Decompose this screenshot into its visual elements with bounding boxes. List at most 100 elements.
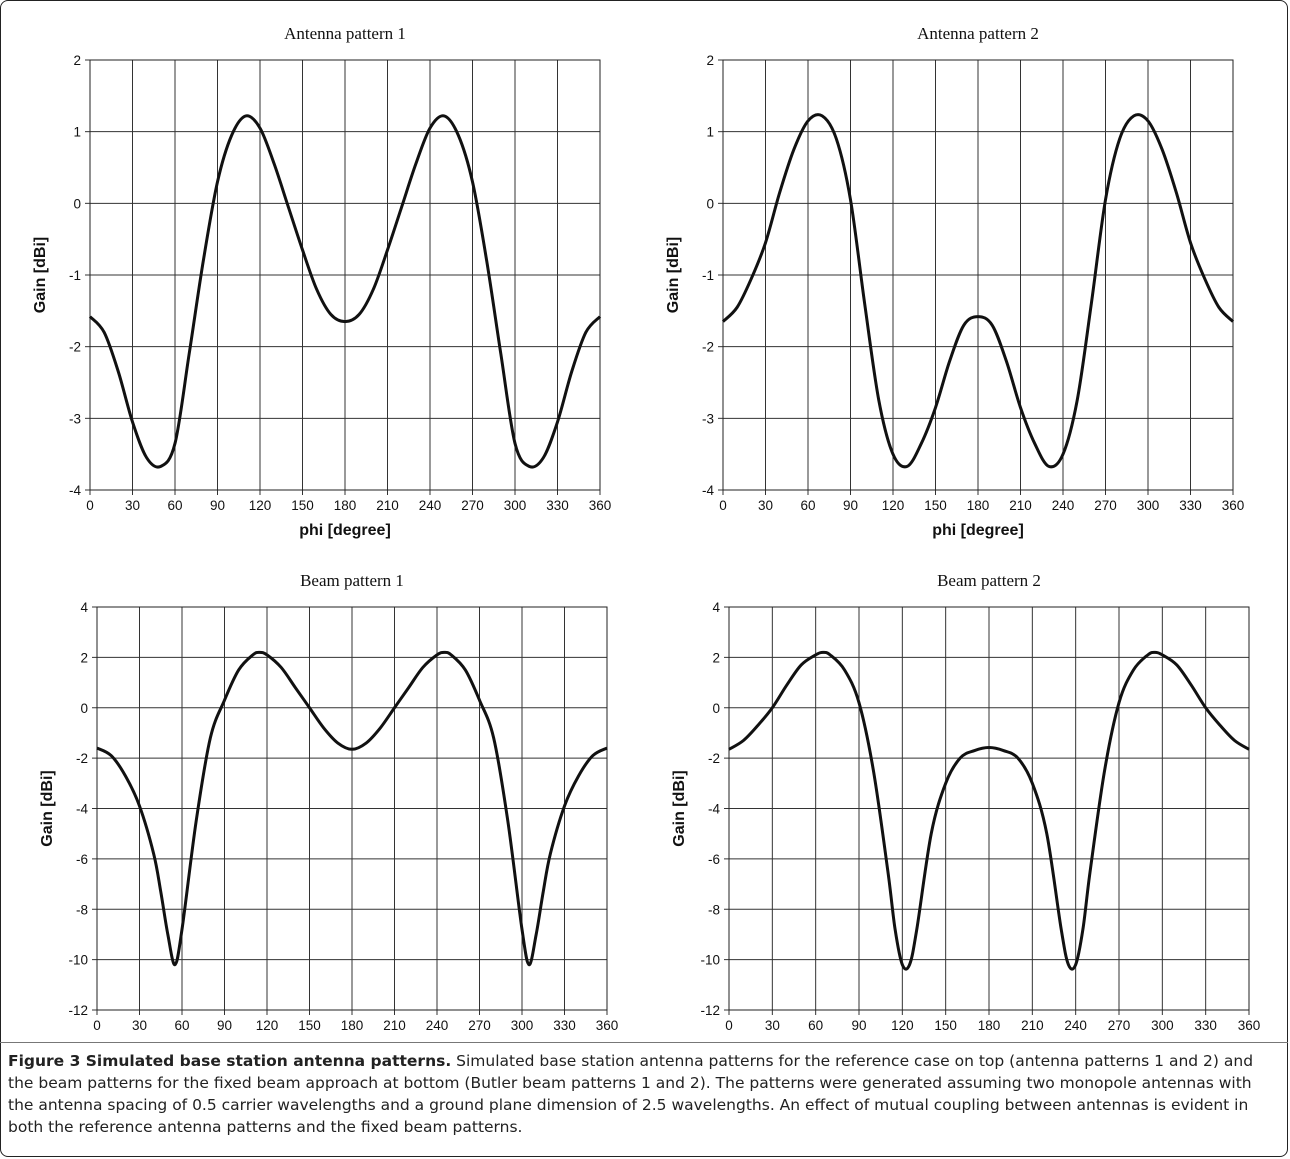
x-tick-label: 0 xyxy=(719,498,727,513)
y-tick-label: -2 xyxy=(708,751,720,766)
x-tick-label: 240 xyxy=(419,498,442,513)
x-tick-label: 330 xyxy=(546,498,569,513)
y-axis-label: Gain [dBi] xyxy=(671,770,688,846)
x-tick-label: 210 xyxy=(1009,498,1032,513)
y-tick-label: -6 xyxy=(76,852,88,867)
x-tick-label: 330 xyxy=(553,1018,576,1033)
x-tick-label: 120 xyxy=(882,498,905,513)
y-axis-label: Gain [dBi] xyxy=(665,237,682,313)
x-tick-label: 0 xyxy=(86,498,94,513)
x-tick-label: 360 xyxy=(1222,498,1245,513)
x-tick-label: 270 xyxy=(468,1018,491,1033)
y-tick-label: 4 xyxy=(712,600,720,615)
chart-panel-2: 0 30 60 90 120 150 180 210 240 270 300 330 360-4-3-2… xyxy=(665,24,1244,539)
caption-text: Simulated base station antenna patterns … xyxy=(8,1052,1254,1136)
y-tick-label: 2 xyxy=(73,53,81,68)
x-tick-label: 300 xyxy=(504,498,527,513)
y-tick-label: 0 xyxy=(712,701,720,716)
plot-area xyxy=(96,606,608,1011)
x-tick-label: 150 xyxy=(924,498,947,513)
x-tick-label: 270 xyxy=(461,498,484,513)
x-tick-label: 180 xyxy=(978,1018,1001,1033)
x-tick-label: 30 xyxy=(765,1018,780,1033)
y-tick-label: 0 xyxy=(73,196,81,211)
x-tick-label: 300 xyxy=(1151,1018,1174,1033)
chart-panel-4: 0 30 60 90 120 150 180 210 240 270 300 330 360-12-10… xyxy=(671,571,1261,1033)
y-axis-label: Gain [dBi] xyxy=(32,237,49,313)
x-tick-label: 270 xyxy=(1094,498,1117,513)
x-tick-label: 360 xyxy=(589,498,612,513)
y-tick-label: -4 xyxy=(702,483,714,498)
plot-area xyxy=(728,606,1250,1011)
x-tick-label: 330 xyxy=(1179,498,1202,513)
x-tick-label: 120 xyxy=(891,1018,914,1033)
x-tick-label: 180 xyxy=(341,1018,364,1033)
x-tick-label: 210 xyxy=(1021,1018,1044,1033)
plot-area xyxy=(722,59,1234,491)
x-axis-label: phi [degree] xyxy=(932,522,1024,539)
y-tick-label: 1 xyxy=(73,125,81,140)
x-tick-label: 60 xyxy=(167,498,182,513)
y-tick-label: -10 xyxy=(700,953,720,968)
y-tick-label: -8 xyxy=(76,902,88,917)
x-tick-label: 120 xyxy=(249,498,272,513)
y-tick-label: 2 xyxy=(706,53,714,68)
x-tick-label: 210 xyxy=(383,1018,406,1033)
x-tick-label: 150 xyxy=(291,498,314,513)
caption-divider xyxy=(0,1042,1288,1043)
y-tick-label: -2 xyxy=(702,340,714,355)
x-tick-label: 360 xyxy=(596,1018,619,1033)
y-tick-label: -12 xyxy=(68,1003,88,1018)
x-tick-label: 180 xyxy=(967,498,990,513)
y-tick-label: -2 xyxy=(69,340,81,355)
chart-panel-1: 0 30 60 90 120 150 180 210 240 270 300 330 360-4-3-2… xyxy=(32,24,611,539)
figure-charts: 0 30 60 90 120 150 180 210 240 270 300 330 360-4-3-2… xyxy=(32,24,1261,1033)
series-line xyxy=(728,650,1250,971)
chart-title: Antenna pattern 2 xyxy=(917,24,1039,43)
x-axis-label: phi [degree] xyxy=(299,522,391,539)
x-tick-label: 0 xyxy=(725,1018,733,1033)
x-tick-label: 330 xyxy=(1194,1018,1217,1033)
y-tick-label: 0 xyxy=(706,196,714,211)
x-tick-label: 0 xyxy=(93,1018,101,1033)
chart-title: Beam pattern 1 xyxy=(300,571,404,590)
x-tick-label: 300 xyxy=(511,1018,534,1033)
y-tick-label: -2 xyxy=(76,751,88,766)
y-tick-label: -8 xyxy=(708,902,720,917)
x-tick-label: 270 xyxy=(1108,1018,1131,1033)
x-tick-label: 90 xyxy=(217,1018,232,1033)
figure-caption: Figure 3 Simulated base station antenna … xyxy=(8,1050,1278,1138)
x-tick-label: 300 xyxy=(1137,498,1160,513)
series-line xyxy=(96,650,608,967)
y-tick-label: 1 xyxy=(706,125,714,140)
y-tick-label: -4 xyxy=(69,483,81,498)
x-tick-label: 60 xyxy=(800,498,815,513)
x-tick-label: 60 xyxy=(174,1018,189,1033)
x-tick-label: 30 xyxy=(758,498,773,513)
caption-label: Figure 3 Simulated base station antenna … xyxy=(8,1052,452,1070)
chart-title: Beam pattern 2 xyxy=(937,571,1041,590)
y-tick-label: -4 xyxy=(76,802,88,817)
y-tick-label: -3 xyxy=(69,411,81,426)
x-tick-label: 150 xyxy=(298,1018,321,1033)
x-tick-label: 90 xyxy=(851,1018,866,1033)
y-tick-label: -12 xyxy=(700,1003,720,1018)
x-tick-label: 30 xyxy=(132,1018,147,1033)
x-tick-label: 120 xyxy=(256,1018,279,1033)
chart-panel-3: 0 30 60 90 120 150 180 210 240 270 300 330 360-12-10… xyxy=(39,571,619,1033)
chart-title: Antenna pattern 1 xyxy=(284,24,406,43)
x-tick-label: 360 xyxy=(1238,1018,1261,1033)
x-tick-label: 30 xyxy=(125,498,140,513)
x-tick-label: 240 xyxy=(1052,498,1075,513)
x-tick-label: 60 xyxy=(808,1018,823,1033)
x-tick-label: 210 xyxy=(376,498,399,513)
y-tick-label: -1 xyxy=(69,268,81,283)
y-tick-label: 2 xyxy=(80,650,88,665)
y-tick-label: -6 xyxy=(708,852,720,867)
y-tick-label: -1 xyxy=(702,268,714,283)
x-tick-label: 90 xyxy=(843,498,858,513)
y-axis-label: Gain [dBi] xyxy=(39,770,56,846)
x-tick-label: 180 xyxy=(334,498,357,513)
y-tick-label: -3 xyxy=(702,411,714,426)
y-tick-label: 0 xyxy=(80,701,88,716)
